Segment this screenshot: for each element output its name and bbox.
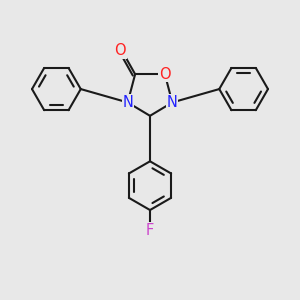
Text: F: F <box>146 223 154 238</box>
Text: O: O <box>159 67 171 82</box>
Text: N: N <box>167 95 178 110</box>
Text: N: N <box>122 95 133 110</box>
Text: O: O <box>115 43 126 58</box>
